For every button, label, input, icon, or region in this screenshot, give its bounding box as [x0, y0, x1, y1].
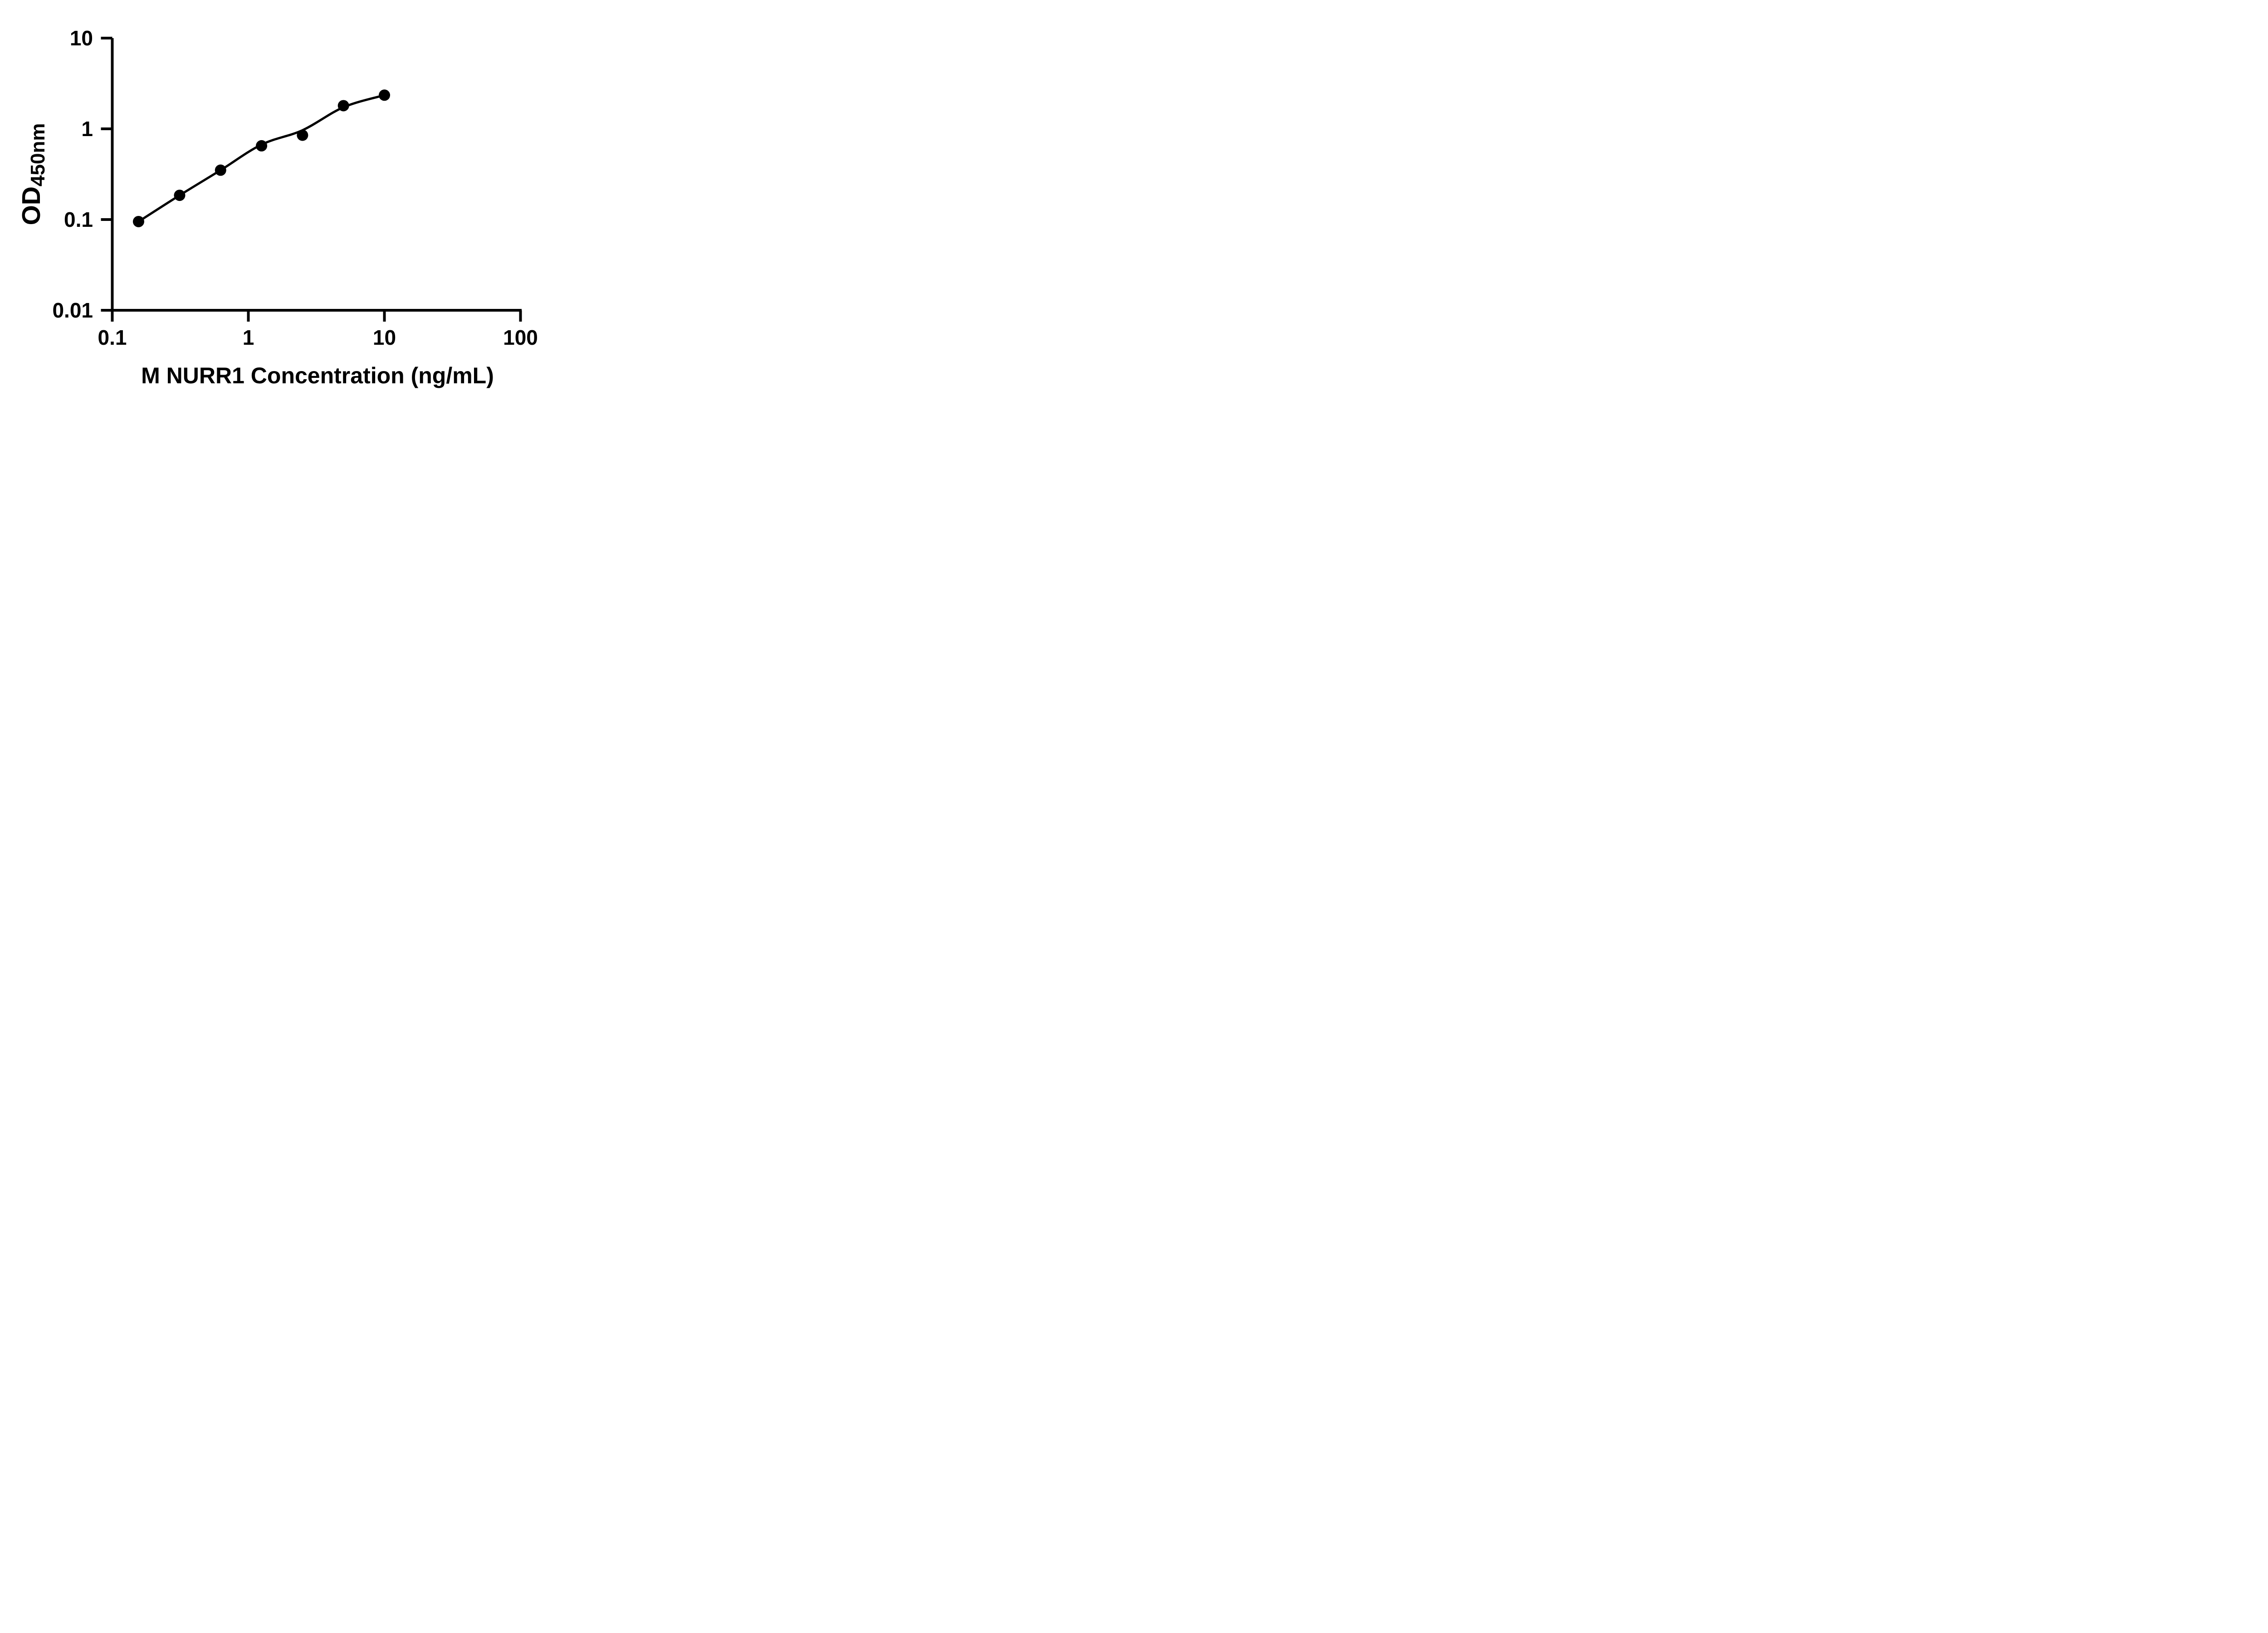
x-tick-label: 10	[373, 326, 396, 349]
x-tick-label: 1	[243, 326, 254, 349]
y-tick-label: 0.01	[52, 298, 93, 322]
y-tick-label: 10	[70, 26, 93, 50]
x-tick-label: 100	[503, 326, 538, 349]
x-tick-label: 0.1	[98, 326, 127, 349]
y-axis-title-subscript: 450nm	[27, 123, 49, 186]
elisa-standard-curve-figure: 10 1 0.1 0.01 100 10 1 0.1 M NURR1 Concentratio…	[0, 0, 583, 408]
y-axis-title-main: OD	[17, 186, 46, 225]
axis-frame	[111, 38, 522, 312]
x-axis-title: M NURR1 Concentration (ng/mL)	[141, 363, 494, 388]
y-tick-label: 0.1	[64, 208, 93, 231]
y-tick-label: 1	[81, 117, 93, 141]
y-axis-title: OD450nm	[17, 123, 49, 225]
standard-curve-line	[137, 94, 386, 223]
